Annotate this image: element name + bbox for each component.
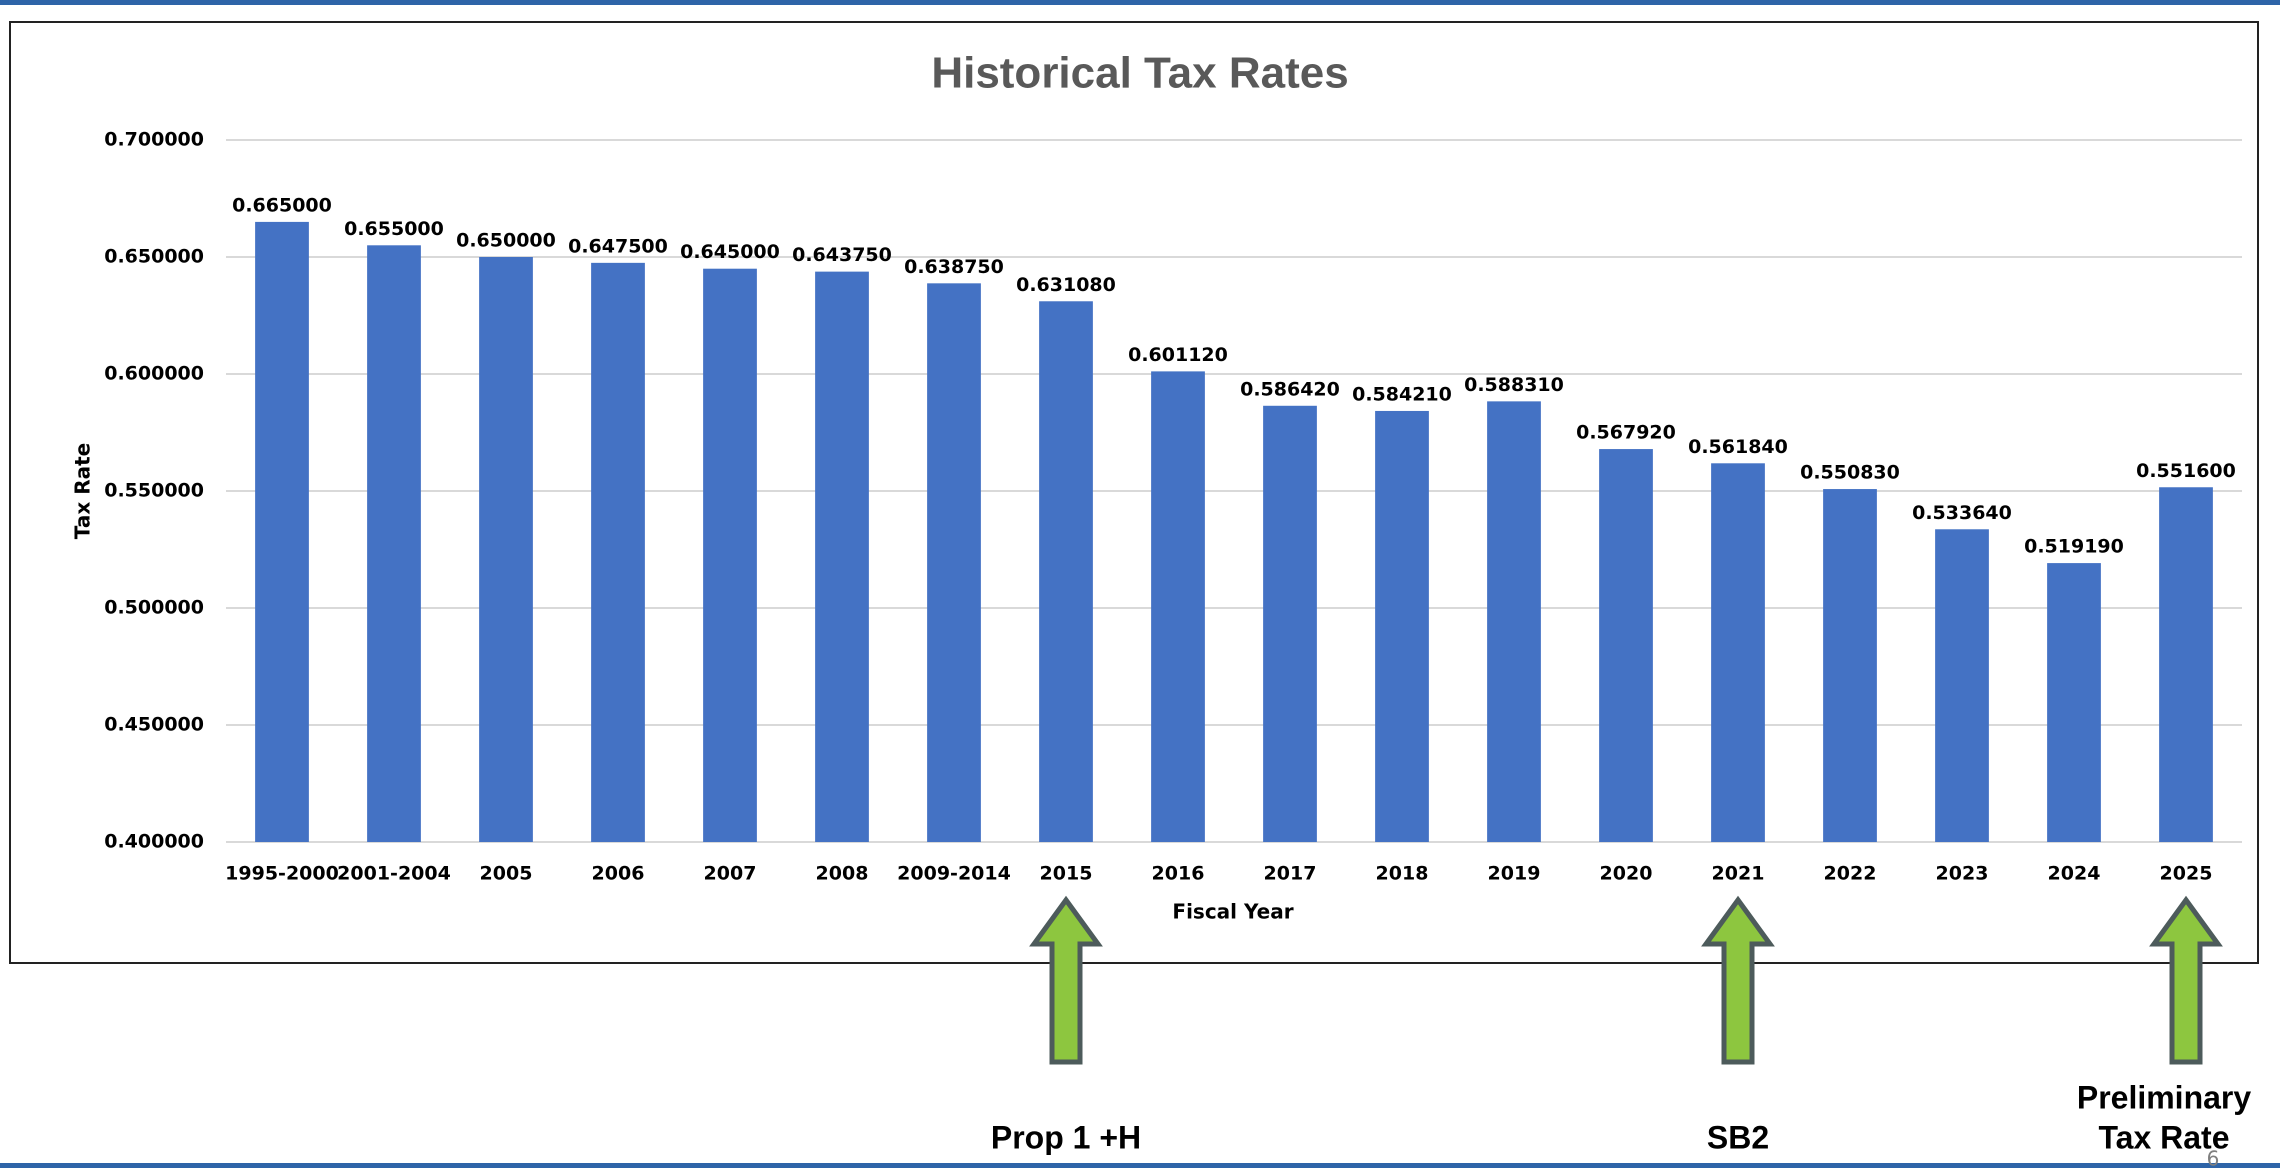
annotation-text: SB2 (1707, 1119, 1769, 1155)
data-label: 0.588310 (1464, 374, 1564, 396)
data-label: 0.650000 (456, 230, 556, 252)
y-tick-label: 0.700000 (104, 129, 204, 151)
y-axis-title: Tax Rate (71, 443, 95, 539)
arrow (1029, 895, 1103, 1065)
x-tick-label: 2023 (1936, 863, 1989, 885)
data-label: 0.551600 (2136, 460, 2236, 482)
bar (1599, 449, 1653, 842)
bar (2047, 563, 2101, 842)
x-axis-title: Fiscal Year (1172, 900, 1293, 924)
arrow (1701, 895, 1775, 1065)
data-label: 0.584210 (1352, 383, 1452, 405)
top-rule (0, 0, 2280, 5)
x-tick-label: 2001-2004 (337, 863, 451, 885)
bar (1935, 529, 1989, 842)
x-tick-label: 2019 (1488, 863, 1541, 885)
bar (1487, 401, 1541, 842)
annotation-text: Tax Rate (2098, 1119, 2229, 1155)
data-label: 0.643750 (792, 244, 892, 266)
x-tick-label: 2008 (816, 863, 869, 885)
x-tick-label: 2007 (704, 863, 757, 885)
chart-frame (9, 21, 2259, 964)
x-tick-label: 2005 (480, 863, 533, 885)
data-label: 0.645000 (680, 241, 780, 263)
data-label: 0.586420 (1240, 378, 1340, 400)
bar (1375, 410, 1429, 842)
data-label: 0.647500 (568, 235, 668, 257)
x-tick-label: 2024 (2048, 863, 2101, 885)
data-label: 0.631080 (1016, 274, 1116, 296)
bar (703, 268, 757, 842)
bar (255, 221, 309, 842)
arrow (2149, 895, 2223, 1065)
y-tick-label: 0.450000 (104, 714, 204, 736)
annotation-text: Preliminary (2077, 1079, 2252, 1115)
bar (815, 271, 869, 842)
y-tick-label: 0.550000 (104, 480, 204, 502)
bar (591, 262, 645, 843)
bottom-rule (0, 1163, 2280, 1168)
x-tick-label: 2018 (1376, 863, 1429, 885)
data-label: 0.561840 (1688, 436, 1788, 458)
y-tick-label: 0.650000 (104, 246, 204, 268)
x-tick-label: 2021 (1712, 863, 1765, 885)
data-label: 0.533640 (1912, 502, 2012, 524)
x-tick-label: 1995-2000 (225, 863, 339, 885)
chart-title: Historical Tax Rates (931, 49, 1348, 98)
data-label: 0.567920 (1576, 422, 1676, 444)
bar (927, 283, 981, 842)
x-tick-label: 2022 (1824, 863, 1877, 885)
page-number: 6 (2207, 1147, 2220, 1168)
data-label: 0.550830 (1800, 462, 1900, 484)
y-tick-label: 0.600000 (104, 363, 204, 385)
data-label: 0.638750 (904, 256, 1004, 278)
bar (1263, 405, 1317, 842)
x-tick-label: 2017 (1264, 863, 1317, 885)
bar (1823, 489, 1877, 842)
bar (1151, 371, 1205, 842)
annotation-text: Prop 1 +H (991, 1119, 1141, 1155)
x-tick-label: 2006 (592, 863, 645, 885)
x-tick-label: 2016 (1152, 863, 1205, 885)
x-tick-label: 2025 (2160, 863, 2213, 885)
bar (1711, 463, 1765, 842)
bar (367, 245, 421, 843)
x-tick-label: 2020 (1600, 863, 1653, 885)
bar (479, 257, 533, 842)
bar (1039, 301, 1093, 842)
bar (2159, 487, 2213, 842)
x-tick-label: 2015 (1040, 863, 1093, 885)
data-label: 0.519190 (2024, 536, 2124, 558)
data-label: 0.665000 (232, 194, 332, 216)
data-label: 0.655000 (344, 218, 444, 240)
y-tick-label: 0.500000 (104, 597, 204, 619)
data-label: 0.601120 (1128, 344, 1228, 366)
x-tick-label: 2009-2014 (897, 863, 1011, 885)
y-tick-label: 0.400000 (104, 831, 204, 853)
